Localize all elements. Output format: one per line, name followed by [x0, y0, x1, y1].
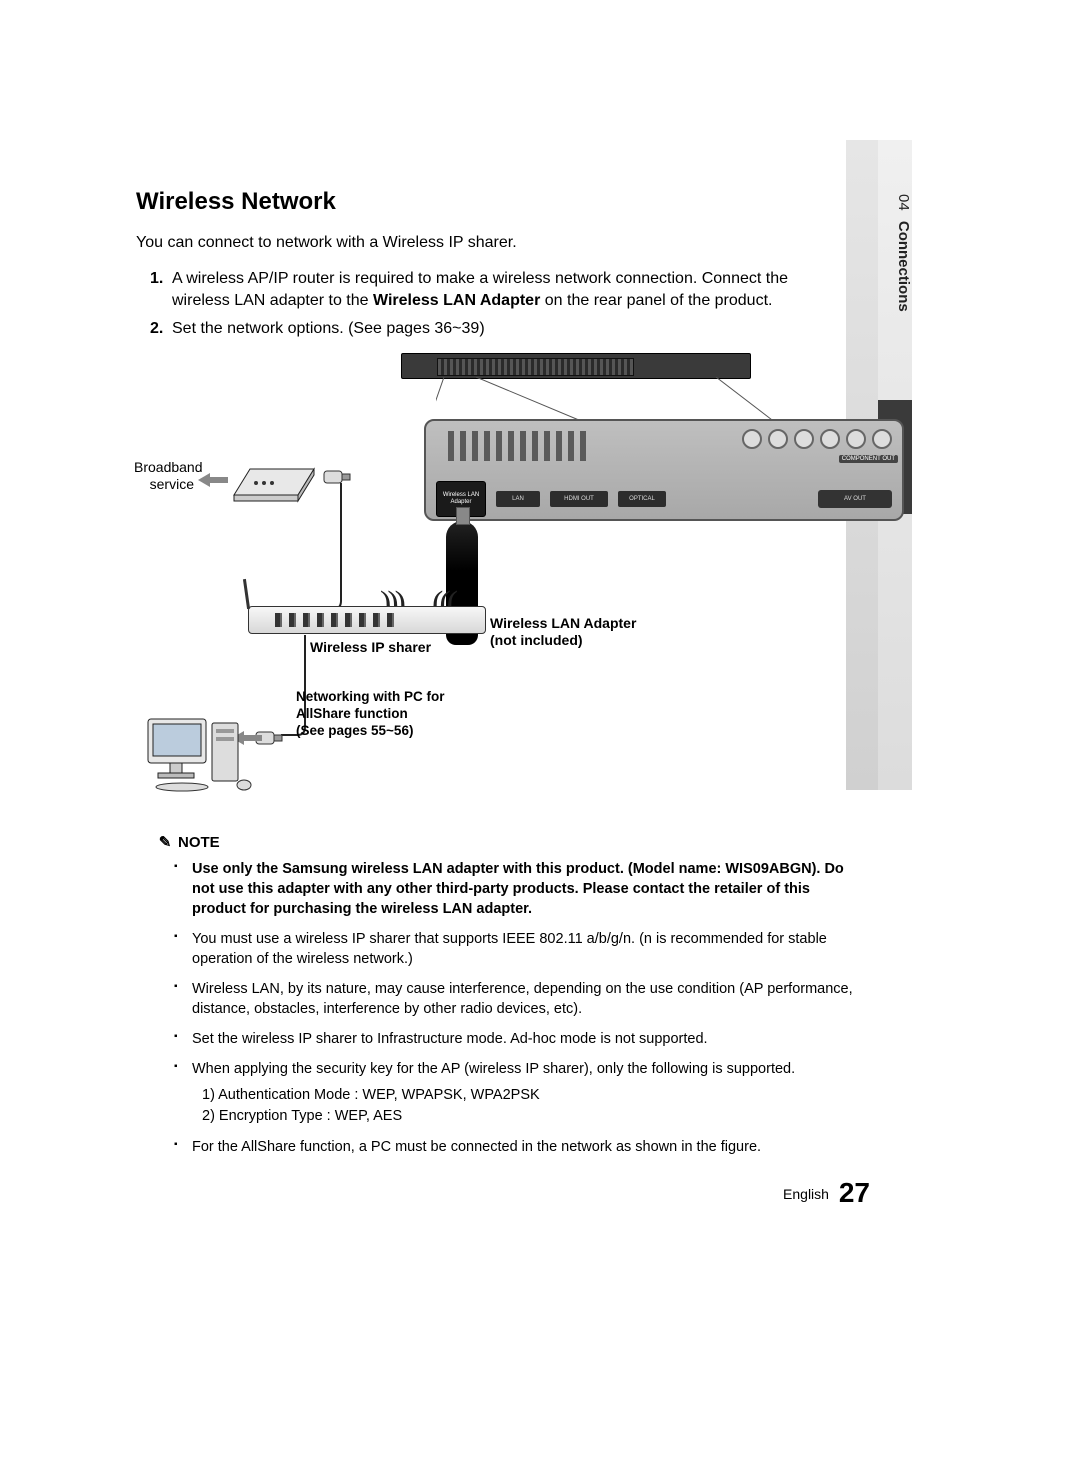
- lan-port-label: LAN: [496, 491, 540, 507]
- broadband-label: Broadband service: [134, 459, 194, 494]
- note-item: When applying the security key for the A…: [174, 1059, 856, 1127]
- section-title: Wireless Network: [136, 188, 846, 216]
- pc-label-line2: AllShare function: [296, 706, 408, 721]
- step-number: 2.: [150, 318, 163, 340]
- note-text: Use only the Samsung wireless LAN adapte…: [192, 861, 844, 917]
- device-front-icon: [401, 353, 751, 379]
- step-bold: Wireless LAN Adapter: [373, 292, 540, 309]
- footer-language: English: [783, 1186, 829, 1202]
- step-2: 2. Set the network options. (See pages 3…: [150, 318, 846, 340]
- note-item: You must use a wireless IP sharer that s…: [174, 929, 856, 969]
- pc-networking-label: Networking with PC for AllShare function…: [296, 689, 445, 740]
- chapter-title: Connections: [895, 221, 912, 312]
- note-icon: ✎: [156, 833, 174, 851]
- step-text-b: on the rear panel of the product.: [540, 292, 772, 309]
- page-footer: English 27: [783, 1177, 870, 1209]
- chapter-number: 04: [895, 194, 912, 211]
- adapter-label-line1: Wireless LAN Adapter: [490, 615, 636, 631]
- intro-text: You can connect to network with a Wirele…: [136, 232, 846, 254]
- optical-port-label: OPTICAL: [618, 491, 666, 507]
- note-text: When applying the security key for the A…: [192, 1061, 795, 1077]
- cable-modem-sharer-icon: [311, 483, 371, 613]
- note-heading-text: NOTE: [178, 834, 220, 851]
- pc-label-line1: Networking with PC for: [296, 689, 445, 704]
- note-list: Use only the Samsung wireless LAN adapte…: [136, 859, 856, 1157]
- note-subitem: 1) Authentication Mode : WEP, WPAPSK, WP…: [202, 1085, 856, 1106]
- ip-sharer-icon: [248, 606, 486, 634]
- note-subitem: 2) Encryption Type : WEP, AES: [202, 1106, 856, 1127]
- note-item: Use only the Samsung wireless LAN adapte…: [174, 859, 856, 919]
- avout-port-label: AV OUT: [818, 490, 892, 508]
- footer-page-number: 27: [839, 1177, 870, 1208]
- note-text: You must use a wireless IP sharer that s…: [192, 931, 827, 967]
- bottom-ports-row: Wireless LAN Adapter LAN HDMI OUT OPTICA…: [436, 485, 892, 513]
- note-item: For the AllShare function, a PC must be …: [174, 1137, 856, 1157]
- adapter-label-line2: (not included): [490, 632, 583, 648]
- ip-sharer-label: Wireless IP sharer: [310, 639, 431, 657]
- hdmi-port-label: HDMI OUT: [550, 491, 608, 507]
- step-1: 1. A wireless AP/IP router is required t…: [150, 268, 846, 313]
- adapter-label: Wireless LAN Adapter (not included): [490, 615, 636, 650]
- numbered-steps: 1. A wireless AP/IP router is required t…: [136, 268, 846, 341]
- note-text: Set the wireless IP sharer to Infrastruc…: [192, 1031, 708, 1047]
- component-out-label: COMPONENT OUT: [839, 455, 898, 463]
- content-area: Wireless Network You can connect to netw…: [136, 188, 846, 1167]
- side-chapter-tab: 04 Connections: [895, 194, 912, 312]
- network-diagram: COMPONENT OUT Wireless LAN Adapter LAN H…: [136, 353, 846, 813]
- component-ports-icon: [742, 429, 892, 449]
- note-text: Wireless LAN, by its nature, may cause i…: [192, 981, 853, 1017]
- pc-label-line3: (See pages 55~56): [296, 723, 413, 738]
- note-section: ✎NOTE Use only the Samsung wireless LAN …: [136, 833, 856, 1157]
- rear-panel-icon: COMPONENT OUT Wireless LAN Adapter LAN H…: [424, 419, 904, 521]
- desktop-pc-icon: [144, 713, 264, 793]
- note-heading: ✎NOTE: [136, 833, 856, 851]
- note-item: Set the wireless IP sharer to Infrastruc…: [174, 1029, 856, 1049]
- step-number: 1.: [150, 268, 163, 290]
- step-text-a: Set the network options. (See pages 36~3…: [172, 320, 485, 337]
- note-item: Wireless LAN, by its nature, may cause i…: [174, 979, 856, 1019]
- modem-icon: [228, 461, 318, 505]
- note-sublist: 1) Authentication Mode : WEP, WPAPSK, WP…: [192, 1085, 856, 1127]
- manual-page: 04 Connections Wireless Network You can …: [0, 0, 1080, 1477]
- note-text: For the AllShare function, a PC must be …: [192, 1139, 761, 1155]
- vents-icon: [448, 431, 588, 461]
